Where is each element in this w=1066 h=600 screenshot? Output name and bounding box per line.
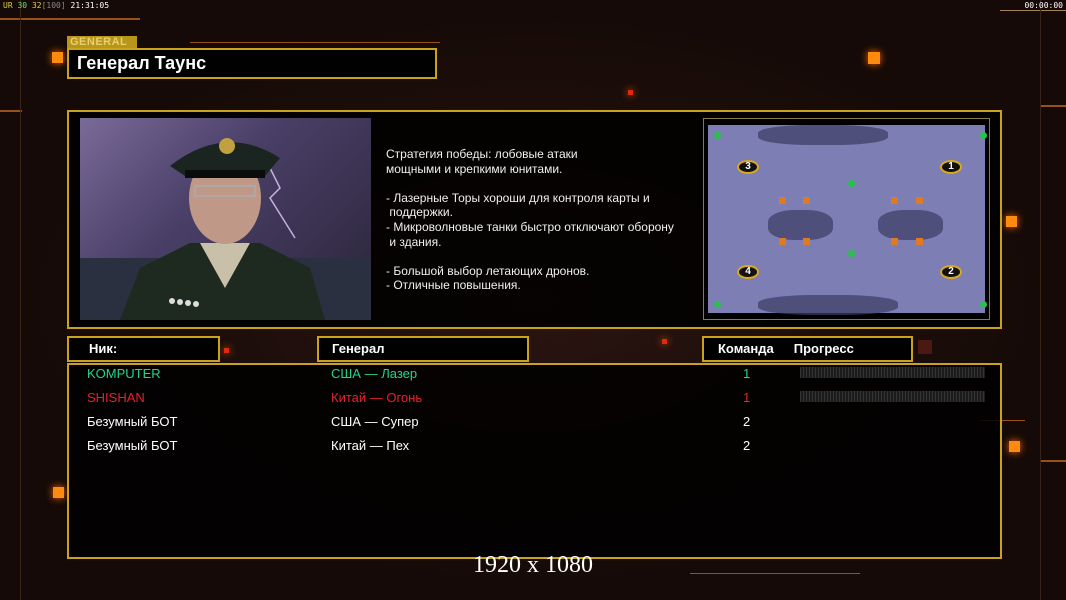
decor-line xyxy=(690,573,860,574)
player-nick: SHISHAN xyxy=(87,390,145,405)
building-icon xyxy=(803,238,810,245)
decor-square xyxy=(662,339,667,344)
start-position-1: 1 xyxy=(940,160,962,174)
decor-line xyxy=(980,420,1025,421)
decor-square xyxy=(224,348,229,353)
general-description: Стратегия победы: лобовые атаки мощными … xyxy=(386,147,674,293)
general-portrait xyxy=(80,118,371,320)
status-value: [100] xyxy=(41,1,66,10)
player-general: Китай — Пех xyxy=(331,438,410,453)
player-nick: Безумный БОТ xyxy=(87,414,178,429)
start-position-2: 2 xyxy=(940,265,962,279)
resolution-label: 1920 x 1080 xyxy=(473,552,593,578)
terrain xyxy=(878,210,943,240)
supply-icon xyxy=(980,132,987,139)
decor-square xyxy=(918,340,932,354)
terrain xyxy=(768,210,833,240)
general-tag: GENERAL xyxy=(67,36,137,49)
player-general: США — Супер xyxy=(331,414,419,429)
decor-line xyxy=(1000,10,1066,11)
status-value: 32 xyxy=(31,1,42,10)
player-nick: Безумный БОТ xyxy=(87,438,178,453)
building-icon xyxy=(916,197,923,204)
progress-header: Прогресс xyxy=(793,341,854,356)
supply-icon xyxy=(714,132,721,139)
general-title: Генерал Таунс xyxy=(67,48,437,79)
team-progress-header: Команда Прогресс xyxy=(702,336,913,362)
player-general: США — Лазер xyxy=(331,366,418,381)
status-time: 21:31:05 xyxy=(70,1,110,10)
decor-square xyxy=(52,52,63,63)
team-header: Команда xyxy=(718,341,774,356)
general-header: Генерал xyxy=(317,336,529,362)
decor-line xyxy=(1040,0,1041,600)
map-preview: 3 1 4 2 xyxy=(703,118,990,320)
player-team: 2 xyxy=(743,414,751,429)
decor-line xyxy=(20,0,21,600)
building-icon xyxy=(891,238,898,245)
decor-square xyxy=(1006,216,1017,227)
status-value: 30 xyxy=(17,1,28,10)
building-icon xyxy=(916,238,923,245)
decor-square xyxy=(1009,441,1020,452)
decor-line xyxy=(1040,460,1066,462)
decor-line xyxy=(0,110,22,112)
supply-icon xyxy=(848,250,855,257)
game-clock: 00:00:00 xyxy=(1024,1,1063,10)
terrain xyxy=(758,295,898,315)
progress-bar xyxy=(800,391,985,402)
player-nick: KOMPUTER xyxy=(87,366,161,381)
terrain xyxy=(758,125,888,145)
decor-line xyxy=(1040,105,1066,107)
progress-bar xyxy=(800,367,985,378)
supply-icon xyxy=(714,301,721,308)
building-icon xyxy=(779,238,786,245)
player-team: 2 xyxy=(743,438,751,453)
building-icon xyxy=(803,197,810,204)
start-position-4: 4 xyxy=(737,265,759,279)
player-team: 1 xyxy=(743,366,751,381)
decor-square xyxy=(628,90,633,95)
start-position-3: 3 xyxy=(737,160,759,174)
supply-icon xyxy=(848,180,855,187)
player-team: 1 xyxy=(743,390,751,405)
supply-icon xyxy=(980,301,987,308)
nick-header: Ник: xyxy=(67,336,220,362)
decor-line xyxy=(190,42,440,43)
building-icon xyxy=(779,197,786,204)
status-label: UR xyxy=(3,1,13,10)
decor-square xyxy=(53,487,64,498)
building-icon xyxy=(891,197,898,204)
status-bar: UR 30 32[100] 21:31:05 xyxy=(3,1,109,10)
player-general: Китай — Огонь xyxy=(331,390,423,405)
decor-line xyxy=(0,18,140,20)
decor-square xyxy=(868,52,880,64)
